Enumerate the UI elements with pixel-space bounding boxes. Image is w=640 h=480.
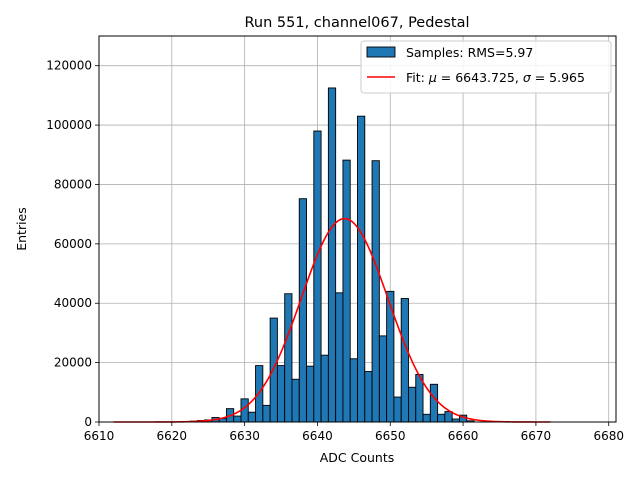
y-tick-label: 0 <box>84 415 92 429</box>
legend-samples-label: Samples: RMS=5.97 <box>406 45 533 60</box>
legend-mu-value: = 6643.725, <box>437 70 523 85</box>
histogram-bars <box>189 87 475 423</box>
histogram-bar <box>437 413 446 423</box>
histogram-bar <box>284 293 293 423</box>
y-tick-label: 120000 <box>46 59 92 73</box>
plot-frame <box>98 35 617 423</box>
x-tick-label: 6610 <box>84 429 115 443</box>
histogram-bar <box>276 365 286 423</box>
x-tick-label: 6660 <box>448 429 479 443</box>
histogram-bar <box>262 404 271 423</box>
y-tick-label: 80000 <box>54 177 92 191</box>
y-tick-label: 20000 <box>54 356 92 370</box>
x-axis-label: ADC Counts <box>320 450 395 465</box>
legend-fit-prefix: Fit: <box>406 70 429 85</box>
histogram-bar <box>378 335 388 423</box>
histogram-bar <box>335 292 344 423</box>
histogram-bar <box>240 398 249 423</box>
y-tick-label: 60000 <box>54 237 92 251</box>
histogram-bar <box>393 396 402 423</box>
x-tick-label: 6650 <box>375 429 406 443</box>
histogram-bar <box>349 358 358 423</box>
x-tick-label: 6630 <box>229 429 260 443</box>
histogram-bar <box>408 386 417 423</box>
histogram-bar <box>327 87 337 423</box>
histogram-bar <box>371 160 380 423</box>
chart-title: Run 551, channel067, Pedestal <box>244 15 469 31</box>
legend-samples-swatch <box>366 46 396 58</box>
x-tick-label: 6640 <box>302 429 333 443</box>
legend-fit-label: Fit: μ = 6643.725, σ = 5.965 <box>406 70 585 85</box>
histogram-bar <box>320 354 329 423</box>
x-tick-label: 6670 <box>521 429 552 443</box>
histogram-bar <box>291 378 300 423</box>
y-tick-label: 100000 <box>46 118 92 132</box>
histogram-bar <box>298 198 307 423</box>
histogram-bar <box>269 317 278 423</box>
legend: Samples: RMS=5.97 Fit: μ = 6643.725, σ =… <box>360 40 612 94</box>
histogram-bar <box>233 415 242 423</box>
histogram-bar <box>444 411 453 423</box>
histogram-bar <box>313 130 322 423</box>
legend-mu-symbol: μ <box>428 70 437 85</box>
histogram-bar <box>357 115 366 423</box>
histogram-bar <box>306 365 315 423</box>
histogram-bar <box>400 298 409 423</box>
x-tick-label: 6680 <box>593 429 624 443</box>
y-axis-label: Entries <box>14 207 29 251</box>
y-tick-label: 40000 <box>54 296 92 310</box>
histogram-bar <box>429 383 439 423</box>
axis-ticks: 6610 6620 6630 6640 6650 6660 6670 6680 0 20000 40… <box>46 59 624 443</box>
legend-sigma-symbol: σ <box>523 70 532 85</box>
x-tick-label: 6620 <box>157 429 188 443</box>
histogram-bar <box>247 411 257 423</box>
histogram-bar <box>364 371 373 423</box>
legend-sigma-value: = 5.965 <box>531 70 585 85</box>
histogram-bar <box>342 159 351 423</box>
histogram-bar <box>422 413 431 423</box>
legend-box <box>360 40 612 94</box>
